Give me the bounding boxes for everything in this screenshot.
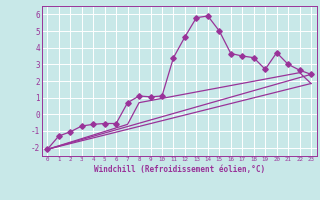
X-axis label: Windchill (Refroidissement éolien,°C): Windchill (Refroidissement éolien,°C): [94, 165, 265, 174]
